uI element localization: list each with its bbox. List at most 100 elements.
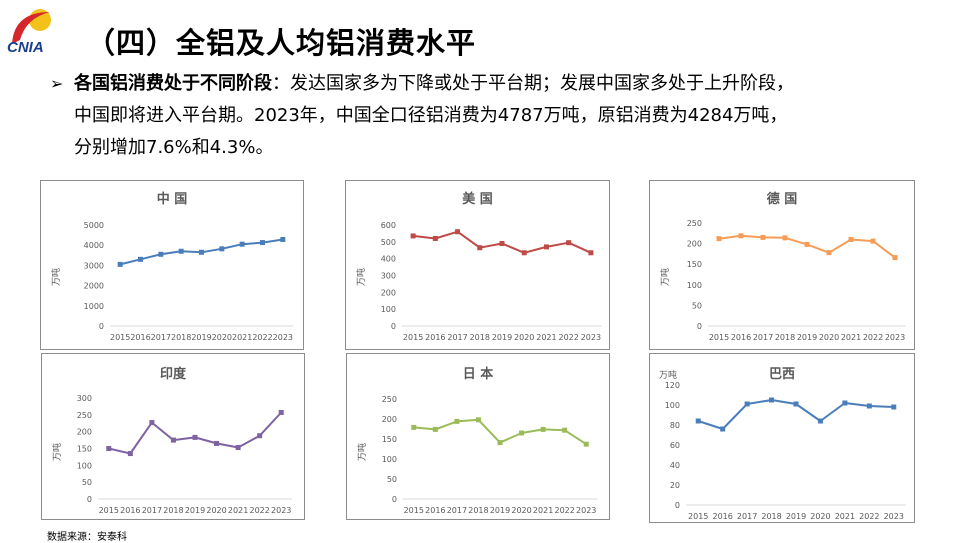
data-point [454,418,460,424]
x-tick-label: 2019 [786,512,806,521]
x-tick-label: 2022 [252,333,272,342]
y-tick-label: 50 [82,478,92,487]
y-tick-label: 20 [670,481,680,490]
data-point [106,446,112,451]
x-tick-label: 2016 [731,333,751,342]
cnia-logo: CNIA [7,9,51,56]
y-axis-label: 万吨 [659,369,677,381]
data-point [192,434,198,440]
y-tick-label: 300 [381,272,396,281]
y-tick-label: 0 [99,322,104,331]
y-tick-label: 250 [687,219,702,228]
data-point [566,240,572,246]
data-point [866,403,872,409]
y-axis-label: 万吨 [51,443,63,461]
data-point [562,427,568,433]
x-tick-label: 2022 [249,506,269,515]
chart-panel-china: 中 国 0 1000 2000 3000 4000 5000 万吨 2015 2016 2017 20… [40,180,304,350]
y-tick-label: 200 [382,415,397,424]
x-tick-label: 2018 [761,512,781,521]
x-tick-label: 2022 [558,333,578,342]
x-tick-label: 2018 [468,506,488,515]
data-point [475,417,481,423]
data-point [870,238,876,244]
x-tick-label: 2015 [404,506,424,515]
data-point [432,235,438,241]
chart-title: 美 国 [462,191,493,207]
x-tick-label: 2023 [884,512,904,521]
data-point [149,420,155,426]
y-tick-label: 100 [665,401,680,410]
bullet-line-3: 分别增加7.6%和4.3%。 [74,137,274,158]
data-point [432,426,438,432]
x-tick-label: 2020 [511,506,531,515]
chart-svg: 美 国 0 100 200 300 400 500 600 万吨 2015 2016 2017 2018… [355,191,602,342]
data-point [117,261,123,267]
bullet-paragraph: ➢ 各国铝消费处于不同阶段：发达国家多为下降或处于平台期；发展中国家多处于上升阶… [50,68,952,164]
x-tick-label: 2019 [797,333,817,342]
series-line [108,411,282,455]
chart-panel-japan: 日 本 0 50 100 150 200 250 万吨 2015 2016 2017 2018 2019… [346,353,610,520]
x-tick-label: 2020 [514,333,534,342]
data-point [695,418,701,424]
chart-svg: 日 本 0 50 100 150 200 250 万吨 2015 2016 2017 2018 2019… [356,366,597,515]
y-axis-label: 万吨 [50,268,62,286]
data-point [891,404,897,410]
data-point [519,430,525,436]
data-point [235,444,241,450]
y-tick-label: 60 [670,441,680,450]
x-tick-label: 2021 [835,512,855,521]
x-tick-label: 2015 [688,512,708,521]
x-tick-label: 2019 [490,506,510,515]
bullet-line-1-rest: ：发达国家多为下降或处于平台期；发展中国家多处于上升阶段， [272,73,794,94]
x-tick-label: 2016 [425,506,445,515]
x-tick-label: 2015 [709,333,729,342]
x-tick-label: 2020 [212,333,232,342]
data-point [477,245,483,251]
data-point [178,248,184,254]
x-tick-label: 2017 [737,512,757,521]
data-point [280,236,286,242]
data-point [214,440,220,446]
data-point [158,251,164,257]
y-axis-label: 万吨 [355,268,367,286]
y-tick-label: 100 [77,461,92,470]
x-tick-label: 2023 [273,333,293,342]
x-tick-label: 2021 [228,506,248,515]
data-point [817,418,823,424]
y-tick-label: 0 [697,322,702,331]
data-point [588,250,594,256]
chart-panel-brazil: 巴西 0 20 40 60 80 100 120 万吨 2015 2016 2017 2018 2019 2… [649,353,915,523]
data-point [138,256,143,262]
y-tick-label: 500 [381,238,396,247]
logo-swoosh-icon [12,12,50,44]
x-tick-label: 2016 [712,512,732,521]
x-tick-label: 2020 [206,506,226,515]
x-tick-label: 2018 [470,333,490,342]
data-point [848,236,854,242]
data-point [769,397,775,403]
x-tick-label: 2015 [99,506,119,515]
bullet-line-1: 各国铝消费处于不同阶段：发达国家多为下降或处于平台期；发展中国家多处于上升阶段， [52,68,952,100]
data-point [411,424,417,430]
data-point [170,437,176,443]
chart-title: 日 本 [463,366,494,382]
data-point [760,234,766,240]
y-axis-label: 万吨 [356,443,368,461]
y-tick-label: 40 [670,461,680,470]
data-point [455,229,461,235]
chart-title: 印度 [160,366,187,382]
y-tick-label: 3000 [84,261,104,270]
y-axis-label: 万吨 [659,268,671,286]
logo-text: CNIA [7,39,44,56]
data-point [278,409,284,415]
y-tick-label: 50 [387,475,397,484]
chart-title: 德 国 [767,191,798,207]
y-tick-label: 0 [675,501,680,510]
bullet-arrow-icon: ➢ [50,74,64,93]
x-tick-label: 2016 [130,333,150,342]
y-tick-label: 100 [687,281,702,290]
x-tick-label: 2018 [775,333,795,342]
